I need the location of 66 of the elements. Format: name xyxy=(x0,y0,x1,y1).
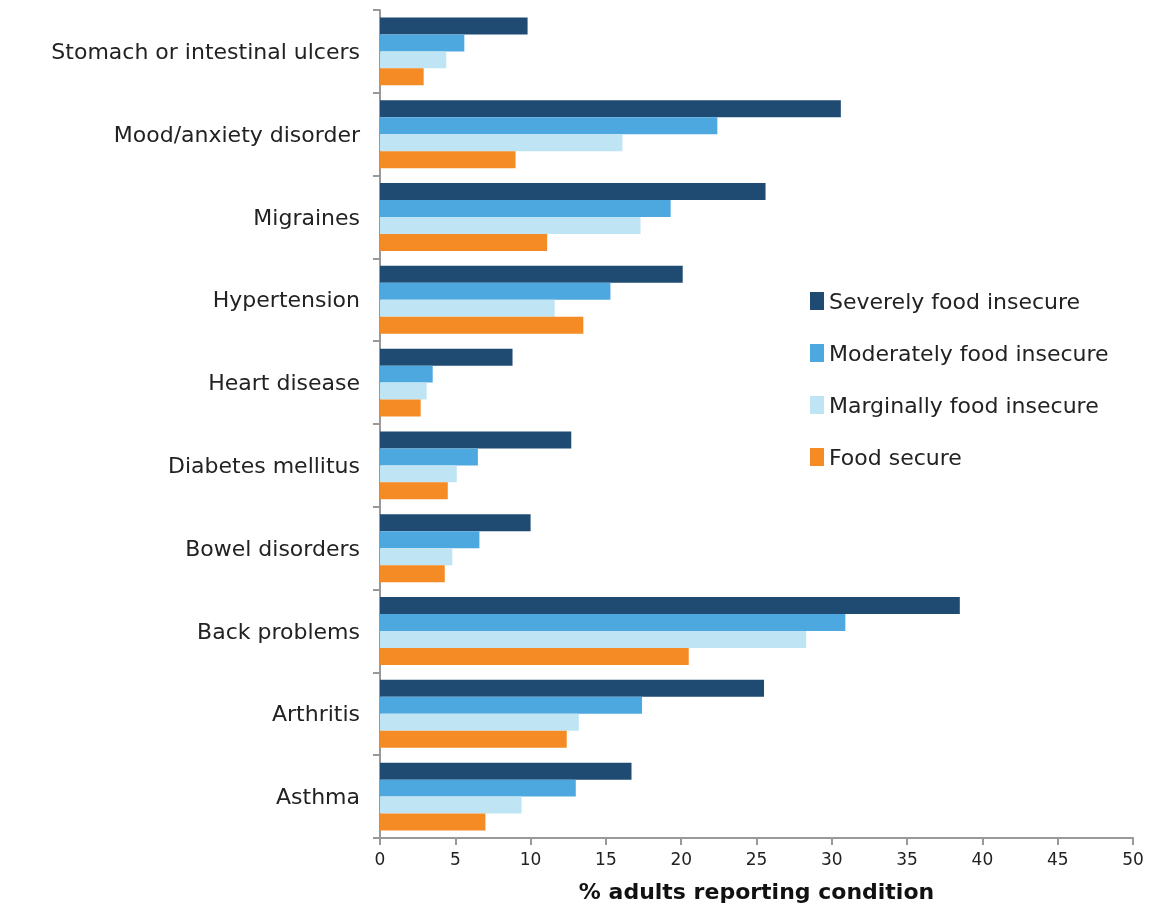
bar xyxy=(380,34,465,52)
x-tick-label: 50 xyxy=(1122,848,1144,869)
bar xyxy=(380,233,548,251)
legend-label: Moderately food insecure xyxy=(829,340,1109,366)
y-tick-label: Hypertension xyxy=(212,287,360,313)
x-tick-label: 15 xyxy=(595,848,617,869)
legend-label: Severely food insecure xyxy=(829,288,1081,314)
x-tick-label: 10 xyxy=(519,848,542,869)
bar xyxy=(380,482,448,500)
bar xyxy=(380,647,689,665)
x-tick-label: 30 xyxy=(820,848,843,869)
bar xyxy=(380,151,516,169)
bar xyxy=(380,51,447,69)
legend-label: Food secure xyxy=(829,444,962,470)
x-tick-label: 0 xyxy=(374,848,386,869)
bar xyxy=(380,679,765,697)
x-tick-label: 40 xyxy=(971,848,994,869)
bar xyxy=(380,68,424,86)
bar xyxy=(380,762,632,780)
y-tick-label: Arthritis xyxy=(271,701,360,727)
y-tick-label: Migraines xyxy=(253,204,360,230)
bar xyxy=(380,316,584,334)
bar xyxy=(380,282,611,300)
bar xyxy=(380,779,576,797)
x-tick-label: 20 xyxy=(670,848,693,869)
x-tick-label: 45 xyxy=(1046,848,1069,869)
bar xyxy=(380,117,718,135)
bar xyxy=(380,813,486,831)
y-tick-label: Back problems xyxy=(197,618,360,644)
bar xyxy=(380,382,427,400)
bar xyxy=(380,614,846,631)
x-axis-title: % adults reporting condition xyxy=(578,878,935,904)
x-tick-label: 5 xyxy=(449,848,461,869)
bar xyxy=(380,565,445,583)
bar xyxy=(380,548,453,566)
bar xyxy=(380,465,457,483)
bar xyxy=(380,431,572,449)
y-tick-label: Heart disease xyxy=(208,370,360,396)
bar xyxy=(380,217,641,234)
y-tick-label: Diabetes mellitus xyxy=(168,452,360,478)
bar xyxy=(380,17,528,35)
bar xyxy=(380,796,522,814)
y-tick-label: Mood/anxiety disorder xyxy=(113,121,361,147)
y-tick-label: Bowel disorders xyxy=(185,535,360,561)
bar xyxy=(380,365,433,383)
x-tick-label: 25 xyxy=(745,848,768,869)
bar xyxy=(380,265,683,283)
bar xyxy=(380,531,480,549)
bar xyxy=(380,200,671,217)
bar xyxy=(380,348,513,366)
bar xyxy=(380,696,643,714)
y-tick-label: Asthma xyxy=(276,784,360,810)
y-tick-label: Stomach or intestinal ulcers xyxy=(51,38,360,64)
bar xyxy=(380,134,623,152)
bar xyxy=(380,514,531,532)
bar xyxy=(380,299,555,317)
bar xyxy=(380,183,766,201)
bar xyxy=(380,399,421,417)
bar xyxy=(380,100,841,118)
legend-label: Marginally food insecure xyxy=(829,392,1099,418)
bar xyxy=(380,713,579,731)
bar xyxy=(380,597,960,615)
bar xyxy=(380,448,478,466)
bar xyxy=(380,631,807,648)
bar xyxy=(380,730,567,748)
x-tick-label: 35 xyxy=(896,848,918,869)
